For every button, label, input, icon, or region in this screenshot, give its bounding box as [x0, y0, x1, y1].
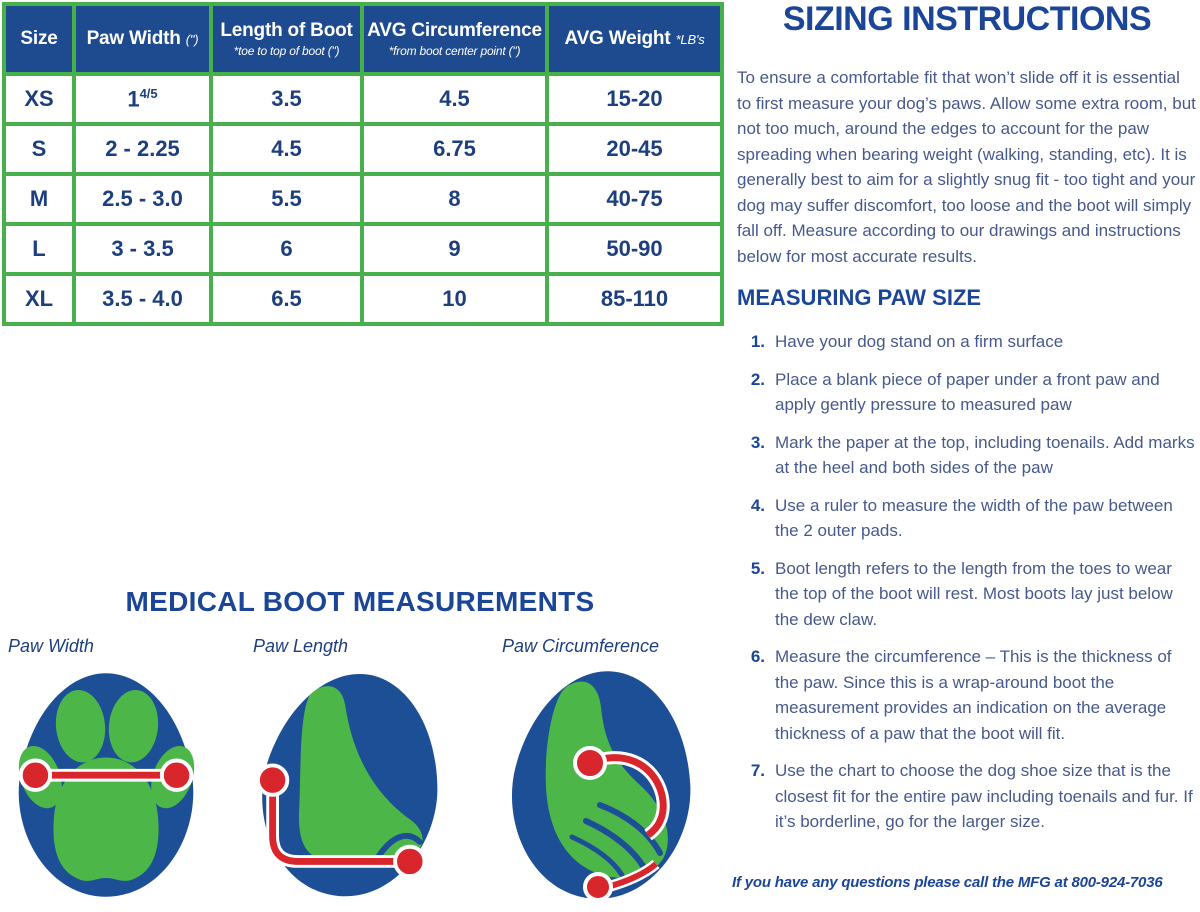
paw-side-length-icon [255, 673, 438, 897]
paw-width-diagram: Paw Width [8, 636, 218, 912]
col-header-weight: AVG Weight *LB's [545, 2, 724, 76]
cell-boot-length: 6 [209, 222, 364, 276]
col-header-weight-label: AVG Weight [564, 28, 671, 49]
cell-circumference: 4.5 [360, 72, 549, 126]
step-item-3: 3. Mark the paper at the top, including … [737, 430, 1197, 481]
medical-boot-measurements-title: MEDICAL BOOT MEASUREMENTS [125, 586, 595, 617]
col-header-paw-width: Paw Width (") [72, 2, 213, 76]
cell-paw-width: 3 - 3.5 [72, 222, 213, 276]
cell-weight: 40-75 [545, 172, 724, 226]
sizing-instructions-panel: SIZING INSTRUCTIONS To ensure a comforta… [737, 0, 1197, 847]
cell-paw-width: 2 - 2.25 [72, 122, 213, 176]
step-number: 2. [750, 369, 765, 389]
step-text: Have your dog stand on a firm surface [775, 332, 1064, 351]
cell-paw-width: 2.5 - 3.0 [72, 172, 213, 226]
cell-weight: 85-110 [545, 272, 724, 326]
step-text: Place a blank piece of paper under a fro… [775, 369, 1160, 415]
contact-note: If you have any questions please call th… [732, 874, 1163, 891]
size-chart-header-row: Size Paw Width (") Length of Boot *toe t… [2, 2, 724, 76]
col-header-weight-note: *LB's [675, 32, 705, 47]
step-text: Use a ruler to measure the width of the … [775, 495, 1173, 541]
step-number: 4. [750, 495, 765, 515]
cell-size: L [2, 222, 76, 276]
paw-circumference-label: Paw Circumference [502, 636, 660, 656]
cell-circumference: 8 [360, 172, 549, 226]
col-header-paw-width-note: (") [185, 32, 199, 47]
step-text: Mark the paper at the top, including toe… [775, 432, 1195, 478]
paw-width-label: Paw Width [8, 636, 94, 656]
step-text: Boot length refers to the length from th… [775, 558, 1173, 629]
step-item-7: 7. Use the chart to choose the dog shoe … [737, 758, 1197, 835]
cell-weight: 20-45 [545, 122, 724, 176]
col-header-boot-length-label: Length of Boot [220, 20, 353, 41]
col-header-paw-width-label: Paw Width [86, 28, 181, 49]
paw-circumference-diagram: Paw Circumference [502, 636, 712, 912]
step-text: Measure the circumference – This is the … [775, 647, 1172, 743]
col-header-circumference-label: AVG Circumference [367, 20, 542, 41]
table-row-m: M 2.5 - 3.0 5.5 8 40-75 [2, 172, 724, 226]
paw-length-diagram: Paw Length [253, 636, 463, 912]
col-header-boot-length: Length of Boot *toe to top of boot (") [209, 2, 364, 76]
table-row-xs: XS 14/5 3.5 4.5 15-20 [2, 72, 724, 126]
cell-circumference: 9 [360, 222, 549, 276]
cell-circumference: 10 [360, 272, 549, 326]
cell-paw-width: 14/5 [72, 72, 213, 126]
col-header-size-label: Size [20, 28, 58, 49]
step-item-2: 2. Place a blank piece of paper under a … [737, 367, 1197, 418]
cell-paw-width: 3.5 - 4.0 [72, 272, 213, 326]
cell-size: XL [2, 272, 76, 326]
measuring-paw-size-heading: MEASURING PAW SIZE [737, 285, 982, 310]
table-row-xl: XL 3.5 - 4.0 6.5 10 85-110 [2, 272, 724, 326]
intro-paragraph: To ensure a comfortable fit that won’t s… [737, 68, 1196, 266]
step-number: 1. [750, 332, 765, 351]
cell-weight: 15-20 [545, 72, 724, 126]
step-number: 3. [750, 432, 765, 452]
paw-length-label: Paw Length [253, 636, 349, 656]
step-item-5: 5. Boot length refers to the length from… [737, 556, 1197, 633]
cell-boot-length: 6.5 [209, 272, 364, 326]
col-header-circumference: AVG Circumference *from boot center poin… [360, 2, 549, 76]
cell-size: M [2, 172, 76, 226]
paw-circumference-icon [512, 671, 691, 902]
cell-boot-length: 5.5 [209, 172, 364, 226]
table-row-s: S 2 - 2.25 4.5 6.75 20-45 [2, 122, 724, 176]
step-number: 5. [750, 558, 765, 578]
measuring-steps-list: 1. Have your dog stand on a firm surface… [737, 329, 1197, 835]
col-header-size: Size [2, 2, 76, 76]
step-item-4: 4. Use a ruler to measure the width of t… [737, 493, 1197, 544]
size-chart-table: Size Paw Width (") Length of Boot *toe t… [2, 2, 724, 326]
table-row-l: L 3 - 3.5 6 9 50-90 [2, 222, 724, 276]
cell-boot-length: 4.5 [209, 122, 364, 176]
step-item-1: 1. Have your dog stand on a firm surface [737, 329, 1197, 355]
step-number: 6. [750, 647, 765, 666]
col-header-circumference-note: *from boot center point (") [388, 44, 521, 58]
size-chart: Size Paw Width (") Length of Boot *toe t… [2, 2, 724, 326]
cell-paw-width-fraction: 4/5 [139, 85, 158, 101]
cell-circumference: 6.75 [360, 122, 549, 176]
step-number: 7. [750, 761, 765, 780]
step-text: Use the chart to choose the dog shoe siz… [775, 761, 1193, 831]
page-title: SIZING INSTRUCTIONS [782, 0, 1152, 38]
cell-size: S [2, 122, 76, 176]
cell-size: XS [2, 72, 76, 126]
cell-boot-length: 3.5 [209, 72, 364, 126]
col-header-boot-length-note: *toe to top of boot (") [233, 44, 340, 58]
cell-paw-width-main: 1 [127, 86, 140, 112]
paw-print-front-icon [18, 673, 195, 897]
cell-weight: 50-90 [545, 222, 724, 276]
step-item-6: 6. Measure the circumference – This is t… [737, 644, 1197, 746]
